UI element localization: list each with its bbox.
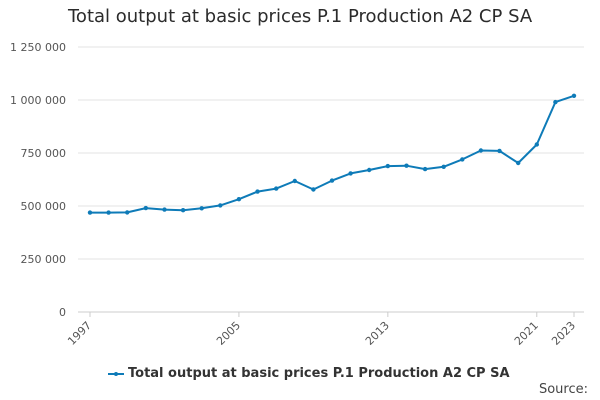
- x-tick-label: 1997: [65, 319, 94, 348]
- data-point: [236, 197, 242, 202]
- data-point: [516, 160, 521, 166]
- data-point: [367, 167, 372, 173]
- x-tick-label: 2005: [214, 319, 243, 348]
- data-point: [404, 163, 409, 168]
- y-tick-label: 250 000: [21, 253, 67, 266]
- legend-line-marker-icon: [108, 367, 124, 381]
- data-point: [329, 178, 335, 183]
- data-point: [571, 93, 577, 99]
- x-tick-label: 2021: [512, 319, 541, 348]
- data-point: [497, 148, 502, 154]
- series-line: [90, 94, 575, 214]
- data-point: [87, 210, 93, 215]
- x-tick-label: 2013: [363, 319, 392, 348]
- data-point: [255, 189, 260, 194]
- data-point: [348, 171, 353, 176]
- source-label: Source:: [538, 382, 588, 397]
- y-tick-label: 1 000 000: [10, 94, 66, 107]
- data-point: [143, 205, 148, 211]
- data-point: [274, 186, 279, 191]
- y-tick-label: 500 000: [21, 200, 67, 213]
- legend-label: Total output at basic prices P.1 Product…: [128, 366, 510, 381]
- chart-title: Total output at basic prices P.1 Product…: [68, 6, 533, 27]
- data-point: [292, 178, 297, 184]
- data-point: [180, 208, 186, 213]
- data-point: [199, 206, 204, 211]
- axes: [78, 311, 584, 317]
- data-point: [162, 207, 167, 212]
- legend[interactable]: Total output at basic prices P.1 Product…: [108, 366, 510, 381]
- y-tick-labels: 0 250 000 500 000 750 000 1 000 000 1 250 000: [10, 41, 66, 319]
- data-point: [534, 142, 539, 147]
- data-point: [460, 157, 465, 162]
- data-point: [553, 99, 558, 105]
- grid-lines: [78, 46, 584, 260]
- data-point: [385, 163, 390, 169]
- x-tick-labels: 1997 2005 2013 2021 2023: [65, 319, 578, 348]
- series-layer: [87, 93, 577, 215]
- data-point: [106, 210, 111, 215]
- data-point: [218, 203, 223, 208]
- y-tick-label: 0: [59, 306, 66, 319]
- data-point: [441, 164, 446, 169]
- x-tick-label: 2023: [549, 319, 578, 348]
- data-point: [478, 148, 484, 153]
- y-tick-label: 1 250 000: [10, 41, 66, 54]
- y-tick-label: 750 000: [21, 147, 67, 160]
- data-point: [422, 166, 428, 172]
- data-point: [125, 210, 130, 215]
- data-point: [311, 187, 316, 192]
